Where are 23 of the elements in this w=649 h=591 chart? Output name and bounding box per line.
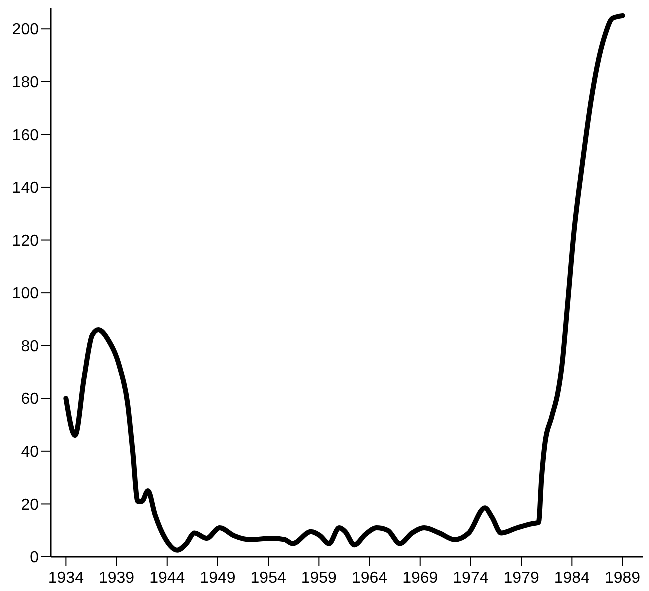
y-tick-label: 180 [12,74,40,92]
x-tick-label: 1939 [98,570,135,587]
x-tick-label: 1959 [301,570,338,587]
y-tick-label: 60 [21,391,40,408]
x-tick-label: 1969 [402,570,438,587]
y-tick-label: 120 [12,232,40,250]
y-tick-label: 140 [12,180,40,198]
y-tick-label: 20 [21,496,40,514]
y-tick-label: 160 [12,127,40,144]
y-tick-label: 80 [21,338,40,356]
x-tick-label: 1984 [554,570,590,587]
x-tick-label: 1944 [150,570,186,587]
x-tick-label: 1974 [453,570,489,587]
y-tick-label: 0 [30,550,40,567]
x-tick-label: 1949 [200,570,236,587]
x-tick-label: 1934 [48,570,84,587]
x-tick-label: 1979 [504,570,540,587]
x-tick-label: 1964 [352,570,388,587]
x-tick-label: 1954 [250,570,286,587]
y-tick-label: 200 [12,22,40,39]
x-tick-label: 1989 [604,570,641,587]
y-tick-label: 40 [21,444,40,462]
y-tick-label: 100 [12,286,40,303]
